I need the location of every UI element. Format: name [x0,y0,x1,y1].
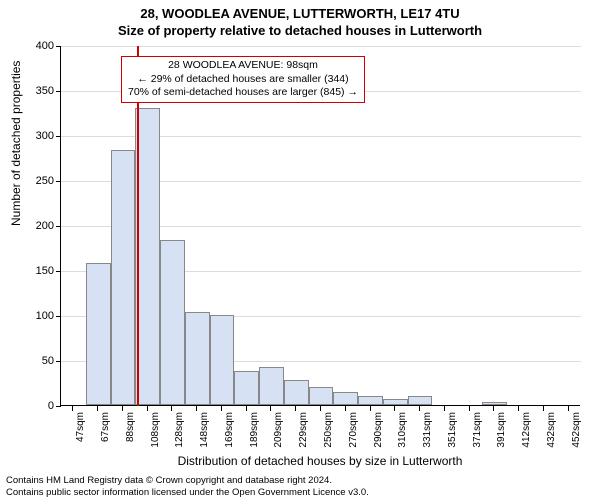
histogram-bar [86,263,111,405]
ytick-label: 200 [24,220,54,232]
xtick-mark [320,406,321,411]
xtick-mark [72,406,73,411]
ytick-mark [56,316,61,317]
ytick-label: 150 [24,265,54,277]
xtick-label: 169sqm [224,412,235,462]
xtick-label: 452sqm [571,412,582,462]
ytick-label: 250 [24,175,54,187]
plot-region: 28 WOODLEA AVENUE: 98sqm← 29% of detache… [60,46,580,406]
ytick-mark [56,46,61,47]
xtick-mark [122,406,123,411]
histogram-bar [408,396,433,405]
histogram-bar [135,108,160,405]
xtick-mark [171,406,172,411]
annotation-line1: 28 WOODLEA AVENUE: 98sqm [128,59,358,73]
histogram-bar [482,402,507,405]
histogram-bar [284,380,309,405]
histogram-bar [111,150,136,405]
xtick-mark [568,406,569,411]
ytick-label: 350 [24,85,54,97]
histogram-bar [185,312,210,405]
xtick-mark [97,406,98,411]
xtick-label: 108sqm [150,412,161,462]
histogram-bar [160,240,185,405]
xtick-label: 391sqm [496,412,507,462]
ytick-mark [56,136,61,137]
ytick-label: 100 [24,310,54,322]
histogram-bar [358,396,383,405]
xtick-label: 270sqm [348,412,359,462]
annotation-line2: ← 29% of detached houses are smaller (34… [128,73,358,87]
ytick-label: 400 [24,40,54,52]
annotation-box: 28 WOODLEA AVENUE: 98sqm← 29% of detache… [121,56,365,103]
chart-container: 28, WOODLEA AVENUE, LUTTERWORTH, LE17 4T… [0,0,600,500]
xtick-mark [196,406,197,411]
histogram-bar [309,387,334,405]
gridline [61,46,581,47]
footer-attribution: Contains HM Land Registry data © Crown c… [6,475,369,498]
xtick-mark [419,406,420,411]
xtick-label: 88sqm [125,412,136,462]
ytick-label: 0 [24,400,54,412]
y-axis-label: Number of detached properties [9,61,23,226]
xtick-mark [270,406,271,411]
xtick-mark [295,406,296,411]
ytick-mark [56,181,61,182]
chart-title-address: 28, WOODLEA AVENUE, LUTTERWORTH, LE17 4T… [0,0,600,21]
xtick-label: 47sqm [75,412,86,462]
footer-line2: Contains public sector information licen… [6,487,369,498]
ytick-mark [56,91,61,92]
xtick-mark [221,406,222,411]
xtick-label: 290sqm [373,412,384,462]
histogram-bar [333,392,358,406]
histogram-bar [383,399,408,405]
histogram-bar [210,315,235,405]
annotation-line3: 70% of semi-detached houses are larger (… [128,86,358,100]
xtick-label: 209sqm [273,412,284,462]
ytick-mark [56,271,61,272]
chart-title-desc: Size of property relative to detached ho… [0,21,600,38]
ytick-label: 300 [24,130,54,142]
xtick-label: 67sqm [100,412,111,462]
xtick-label: 189sqm [249,412,260,462]
xtick-label: 148sqm [199,412,210,462]
xtick-mark [370,406,371,411]
xtick-mark [543,406,544,411]
xtick-mark [469,406,470,411]
xtick-label: 351sqm [447,412,458,462]
xtick-label: 250sqm [323,412,334,462]
xtick-label: 371sqm [472,412,483,462]
xtick-label: 229sqm [298,412,309,462]
xtick-mark [493,406,494,411]
xtick-label: 310sqm [397,412,408,462]
xtick-mark [518,406,519,411]
xtick-mark [444,406,445,411]
xtick-mark [147,406,148,411]
ytick-mark [56,361,61,362]
xtick-label: 128sqm [174,412,185,462]
xtick-mark [345,406,346,411]
chart-area: Number of detached properties 28 WOODLEA… [60,46,580,406]
ytick-mark [56,406,61,407]
histogram-bar [259,367,284,405]
ytick-label: 50 [24,355,54,367]
ytick-mark [56,226,61,227]
xtick-label: 331sqm [422,412,433,462]
xtick-mark [246,406,247,411]
footer-line1: Contains HM Land Registry data © Crown c… [6,475,369,486]
histogram-bar [234,371,259,405]
xtick-label: 412sqm [521,412,532,462]
xtick-label: 432sqm [546,412,557,462]
xtick-mark [394,406,395,411]
